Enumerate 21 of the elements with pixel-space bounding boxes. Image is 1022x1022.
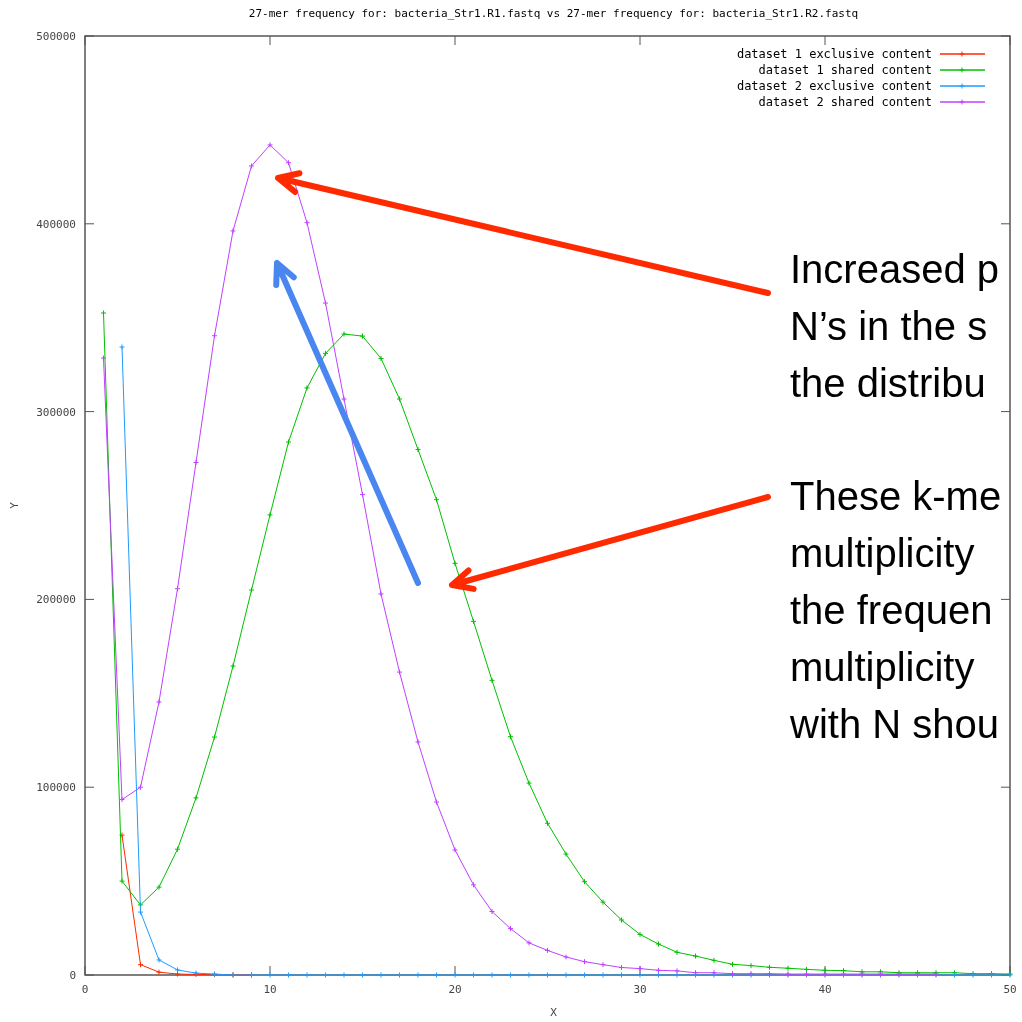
x-tick-label: 50 — [1003, 983, 1017, 996]
y-tick-label: 0 — [69, 969, 76, 982]
y-tick-label: 500000 — [36, 30, 76, 43]
y-tick-label: 300000 — [36, 405, 76, 419]
annotation: These k-me multiplicity the frequen multiplicity with N shou — [789, 474, 1002, 746]
x-tick-label: 0 — [81, 983, 89, 996]
x-tick-label: 40 — [818, 983, 832, 996]
annotation: Increased p N’s in the s the distribu — [790, 247, 1000, 405]
y-tick-label: 200000 — [36, 593, 76, 607]
x-tick-label: 20 — [448, 983, 462, 996]
legend-label: dataset 1 exclusive content — [736, 47, 932, 61]
y-tick-label: 100000 — [36, 781, 76, 795]
y-axis-title: Y — [8, 501, 21, 509]
chart-title: 27-mer frequency for: bacteria_Str1.R1.fastq vs 27-mer frequency for: bacteria_Str1.R2.fastq — [248, 7, 859, 20]
x-tick-label: 10 — [263, 983, 277, 996]
x-axis-title: X — [550, 1006, 558, 1019]
x-tick-label: 30 — [633, 983, 647, 996]
legend-label: dataset 2 shared content — [758, 95, 932, 109]
legend-label: dataset 1 shared content — [758, 63, 932, 77]
y-tick-label: 400000 — [36, 217, 76, 231]
legend-label: dataset 2 exclusive content — [736, 79, 932, 93]
